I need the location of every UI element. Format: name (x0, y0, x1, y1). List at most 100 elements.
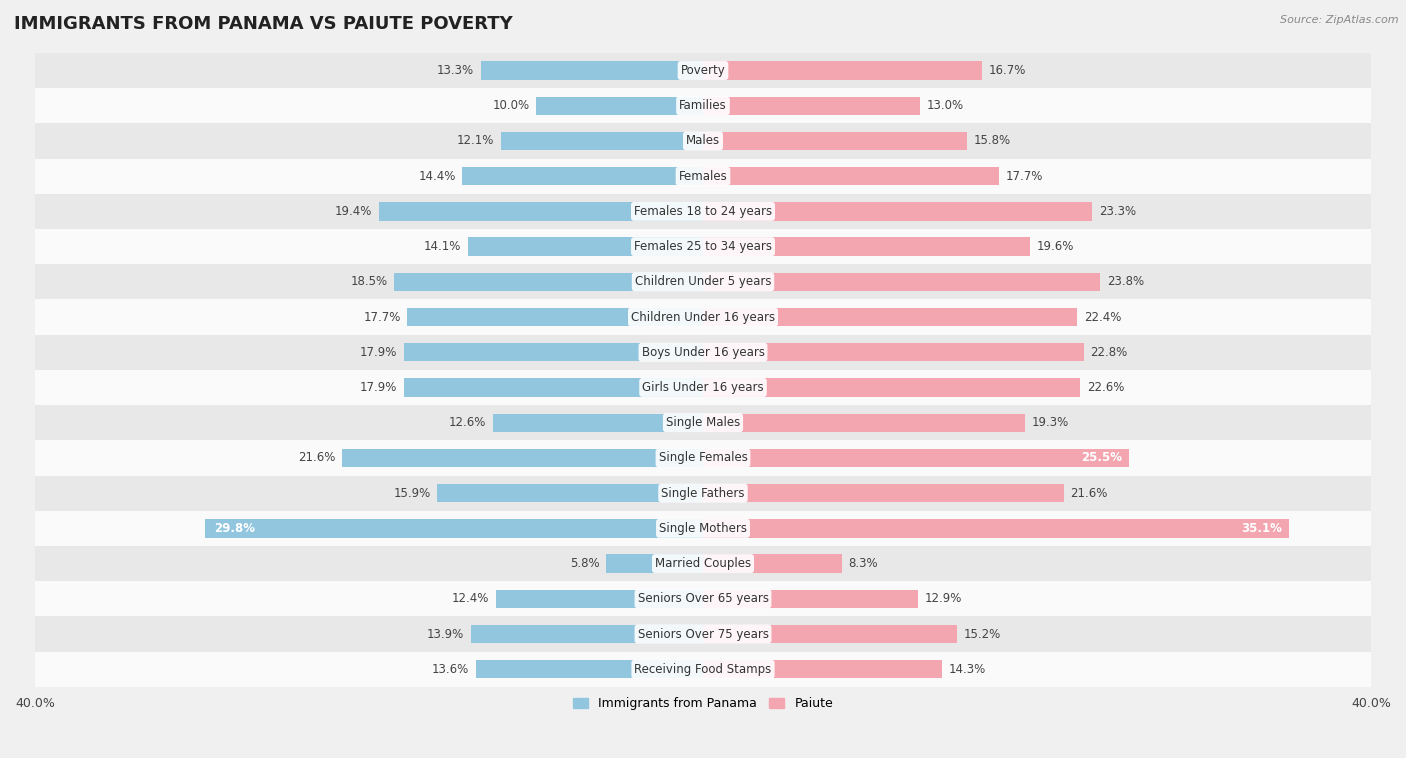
Bar (703, 519, 1289, 537)
Text: 14.1%: 14.1% (423, 240, 461, 253)
Text: Single Mothers: Single Mothers (659, 522, 747, 535)
Bar (703, 96, 920, 115)
Bar (703, 554, 842, 573)
Bar (703, 414, 1025, 432)
Text: Seniors Over 65 years: Seniors Over 65 years (637, 592, 769, 606)
Text: 12.4%: 12.4% (451, 592, 489, 606)
Bar (468, 237, 703, 255)
Text: 15.2%: 15.2% (963, 628, 1001, 641)
Text: 5.8%: 5.8% (569, 557, 599, 570)
Bar (703, 167, 998, 185)
Bar (481, 61, 703, 80)
Text: Children Under 5 years: Children Under 5 years (634, 275, 772, 288)
Text: 13.3%: 13.3% (437, 64, 474, 77)
Text: Families: Families (679, 99, 727, 112)
Text: 12.1%: 12.1% (457, 134, 495, 148)
Text: 19.3%: 19.3% (1032, 416, 1070, 429)
Text: Married Couples: Married Couples (655, 557, 751, 570)
Legend: Immigrants from Panama, Paiute: Immigrants from Panama, Paiute (568, 693, 838, 716)
Text: Single Females: Single Females (658, 452, 748, 465)
Text: Source: ZipAtlas.com: Source: ZipAtlas.com (1281, 15, 1399, 25)
Text: 29.8%: 29.8% (214, 522, 254, 535)
Bar (471, 625, 703, 643)
Text: 10.0%: 10.0% (492, 99, 529, 112)
Bar (35, 511, 1371, 546)
Text: 19.4%: 19.4% (335, 205, 373, 218)
Bar (437, 484, 703, 503)
Bar (703, 308, 1077, 326)
Text: 25.5%: 25.5% (1081, 452, 1122, 465)
Bar (35, 652, 1371, 687)
Bar (35, 546, 1371, 581)
Text: Males: Males (686, 134, 720, 148)
Bar (205, 519, 703, 537)
Text: Girls Under 16 years: Girls Under 16 years (643, 381, 763, 394)
Text: 13.0%: 13.0% (927, 99, 965, 112)
Text: 15.8%: 15.8% (973, 134, 1011, 148)
Text: Single Fathers: Single Fathers (661, 487, 745, 500)
Text: 14.4%: 14.4% (419, 170, 456, 183)
Text: 17.9%: 17.9% (360, 346, 398, 359)
Bar (475, 660, 703, 678)
Bar (501, 132, 703, 150)
Bar (35, 53, 1371, 88)
Bar (35, 194, 1371, 229)
Bar (342, 449, 703, 467)
Text: Females 25 to 34 years: Females 25 to 34 years (634, 240, 772, 253)
Bar (404, 378, 703, 396)
Bar (35, 124, 1371, 158)
Bar (35, 229, 1371, 265)
Text: Poverty: Poverty (681, 64, 725, 77)
Text: Seniors Over 75 years: Seniors Over 75 years (637, 628, 769, 641)
Bar (35, 616, 1371, 652)
Bar (703, 273, 1101, 291)
Text: Children Under 16 years: Children Under 16 years (631, 311, 775, 324)
Text: 22.8%: 22.8% (1091, 346, 1128, 359)
Bar (35, 334, 1371, 370)
Text: 12.6%: 12.6% (449, 416, 486, 429)
Bar (703, 237, 1031, 255)
Text: 22.6%: 22.6% (1087, 381, 1125, 394)
Text: 17.7%: 17.7% (363, 311, 401, 324)
Bar (703, 449, 1129, 467)
Bar (35, 440, 1371, 475)
Bar (35, 405, 1371, 440)
Text: Single Males: Single Males (666, 416, 740, 429)
Bar (536, 96, 703, 115)
Bar (492, 414, 703, 432)
Bar (35, 370, 1371, 405)
Bar (606, 554, 703, 573)
Bar (703, 343, 1084, 362)
Bar (35, 299, 1371, 334)
Text: 15.9%: 15.9% (394, 487, 430, 500)
Text: 18.5%: 18.5% (350, 275, 387, 288)
Bar (35, 265, 1371, 299)
Bar (703, 202, 1092, 221)
Bar (35, 581, 1371, 616)
Text: IMMIGRANTS FROM PANAMA VS PAIUTE POVERTY: IMMIGRANTS FROM PANAMA VS PAIUTE POVERTY (14, 15, 513, 33)
Text: Boys Under 16 years: Boys Under 16 years (641, 346, 765, 359)
Text: Females: Females (679, 170, 727, 183)
Bar (703, 625, 957, 643)
Bar (35, 88, 1371, 124)
Text: 13.9%: 13.9% (427, 628, 464, 641)
Text: 23.8%: 23.8% (1107, 275, 1144, 288)
Bar (703, 132, 967, 150)
Bar (703, 61, 981, 80)
Bar (703, 378, 1080, 396)
Text: 13.6%: 13.6% (432, 662, 470, 675)
Bar (703, 590, 918, 608)
Text: 12.9%: 12.9% (925, 592, 963, 606)
Bar (703, 484, 1064, 503)
Text: 22.4%: 22.4% (1084, 311, 1121, 324)
Bar (35, 158, 1371, 194)
Bar (703, 660, 942, 678)
Text: Females 18 to 24 years: Females 18 to 24 years (634, 205, 772, 218)
Bar (496, 590, 703, 608)
Text: 23.3%: 23.3% (1099, 205, 1136, 218)
Text: 16.7%: 16.7% (988, 64, 1026, 77)
Bar (394, 273, 703, 291)
Text: 8.3%: 8.3% (848, 557, 877, 570)
Bar (404, 343, 703, 362)
Bar (380, 202, 703, 221)
